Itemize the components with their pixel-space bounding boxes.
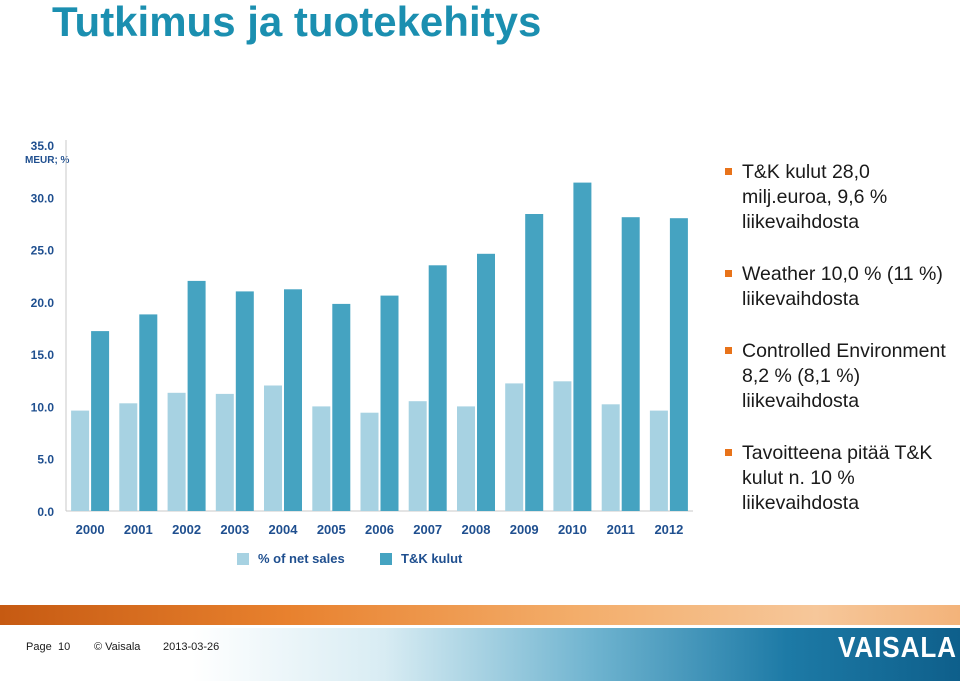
vaisala-logo: VAISALA [838,632,957,664]
bar-percent-net-sales [553,381,572,511]
bar-percent-net-sales [649,410,668,511]
footer-page-number: 10 [58,641,71,653]
bar-rd-costs [91,331,110,511]
bar-rd-costs [284,289,302,511]
bullet-square-icon [725,270,732,277]
x-tick-label: 2008 [462,522,491,537]
x-tick-label: 2009 [510,522,539,537]
bar-percent-net-sales [601,404,620,511]
x-tick-label: 2002 [172,522,201,537]
x-tick-label: 2004 [269,522,299,537]
bar-rd-costs [477,253,495,512]
bar-rd-costs [332,303,351,511]
y-tick-label: 15.0 [31,348,55,362]
bar-percent-net-sales [167,392,186,511]
bar-percent-net-sales [264,385,282,511]
bar-rd-costs [428,265,447,511]
bar-rd-costs [235,291,254,511]
bullet-text: Tavoitteena pitää T&K kulut n. 10 % liik… [742,442,933,514]
bullet-square-icon [725,168,732,175]
y-tick-label: 0.0 [37,505,54,519]
bar-percent-net-sales [119,403,138,511]
footer-page-label: Page [26,641,52,653]
bar-rd-costs [380,295,399,511]
bar-rd-costs [525,214,544,511]
bar-percent-net-sales [360,412,379,511]
y-tick-label: 5.0 [37,453,54,467]
x-tick-label: 2005 [317,522,346,537]
x-tick-label: 2003 [220,522,249,537]
bullet-text: Controlled Environment 8,2 % (8,1 %) lii… [742,340,946,412]
bullet-controlled-environment: Controlled Environment 8,2 % (8,1 %) lii… [722,339,957,414]
legend-swatch [380,553,392,565]
bar-percent-net-sales [457,406,475,511]
legend-swatch [237,553,249,565]
legend-label: T&K kulut [401,551,463,566]
bar-rd-costs [139,314,158,511]
bar-percent-net-sales [71,410,90,511]
footer-orange-band [0,605,960,625]
bullet-target: Tavoitteena pitää T&K kulut n. 10 % liik… [722,441,957,516]
bar-rd-costs [621,217,640,511]
bar-rd-costs [187,280,206,511]
bullet-rd-costs: T&K kulut 28,0 milj.euroa, 9,6 % liikeva… [722,160,957,235]
footer-copyright: © Vaisala [94,641,141,653]
y-tick-label: 30.0 [31,191,55,205]
x-tick-label: 2011 [607,522,635,537]
y-tick-label: 20.0 [31,296,55,310]
footer-bar [0,628,960,681]
x-tick-label: 2006 [365,522,394,537]
x-tick-label: 2012 [654,522,683,537]
y-tick-label: 35.0 [31,139,55,153]
page-title: Tutkimus ja tuotekehitys [52,0,542,45]
bullet-square-icon [725,347,732,354]
bullet-list: T&K kulut 28,0 milj.euroa, 9,6 % liikeva… [722,160,957,543]
bar-percent-net-sales [408,401,427,511]
x-tick-label: 2001 [124,522,153,537]
bar-rd-costs [573,182,592,511]
y-tick-label: 10.0 [31,400,55,414]
x-tick-label: 2000 [76,522,105,537]
bullet-weather: Weather 10,0 % (11 %) liikevaihdosta [722,262,957,312]
bar-rd-costs [669,218,688,511]
x-tick-label: 2010 [558,522,587,537]
bullet-text: T&K kulut 28,0 milj.euroa, 9,6 % liikeva… [742,161,888,233]
footer-date: 2013-03-26 [163,641,220,653]
bar-percent-net-sales [505,383,524,511]
rd-chart: 0.0 5.0 10.0 15.0 20.0 25.0 30.0 35.0 MEUR; % 20… [25,139,693,566]
bullet-text: Weather 10,0 % (11 %) liikevaihdosta [742,263,943,310]
y-axis-label: MEUR; % [25,155,70,166]
x-tick-label: 2007 [413,522,442,537]
y-tick-label: 25.0 [31,244,55,258]
legend-label: % of net sales [258,551,345,566]
bar-percent-net-sales [215,393,234,511]
bullet-square-icon [725,449,732,456]
bar-percent-net-sales [312,406,331,511]
